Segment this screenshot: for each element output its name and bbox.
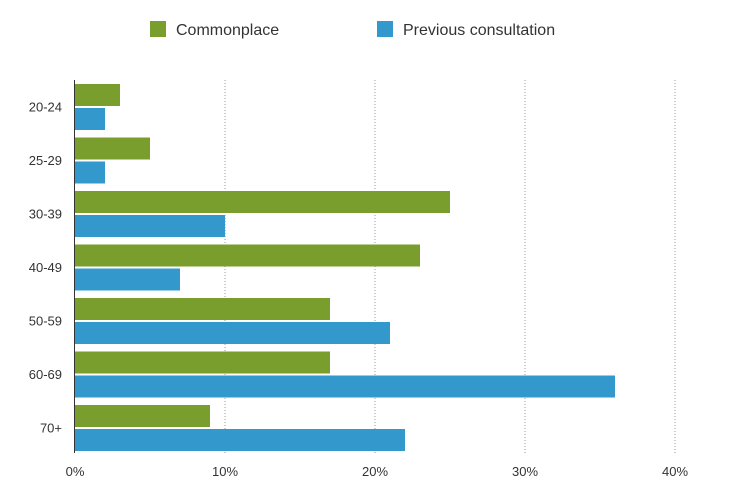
x-tick-label: 40%: [662, 464, 688, 479]
bar-commonplace-25-29: [75, 137, 150, 160]
x-tick-label: 20%: [362, 464, 388, 479]
x-tick-label: 10%: [212, 464, 238, 479]
bar-commonplace-50-59: [75, 298, 330, 320]
x-axis-tick-labels: 0% 10% 20% 30% 40%: [66, 464, 689, 479]
bar-commonplace-30-39: [75, 191, 450, 213]
legend-swatch-previous-consultation: [377, 21, 393, 37]
category-label: 20-24: [29, 100, 62, 115]
category-labels: 20-24 25-29 30-39 40-49 50-59 60-69 70+: [29, 100, 62, 436]
category-label: 50-59: [29, 314, 62, 329]
x-tick-label: 30%: [512, 464, 538, 479]
bar-previous-consultation-70+: [75, 429, 405, 451]
bar-previous-consultation-40-49: [75, 268, 180, 291]
legend-swatch-commonplace: [150, 21, 166, 37]
bar-previous-consultation-50-59: [75, 322, 390, 344]
bar-previous-consultation-20-24: [75, 108, 105, 130]
bar-previous-consultation-60-69: [75, 375, 615, 398]
bar-previous-consultation-25-29: [75, 161, 105, 184]
category-label: 25-29: [29, 153, 62, 168]
category-label: 30-39: [29, 207, 62, 222]
bars: [75, 84, 615, 451]
legend-label-commonplace: Commonplace: [176, 22, 279, 39]
category-label: 70+: [40, 421, 62, 436]
bar-commonplace-60-69: [75, 351, 330, 374]
x-tick-label: 0%: [66, 464, 85, 479]
category-label: 60-69: [29, 367, 62, 382]
bar-commonplace-40-49: [75, 244, 420, 267]
legend-label-previous-consultation: Previous consultation: [403, 22, 555, 39]
bar-commonplace-20-24: [75, 84, 120, 106]
category-label: 40-49: [29, 260, 62, 275]
bar-commonplace-70+: [75, 405, 210, 427]
legend: Commonplace Previous consultation: [150, 21, 555, 39]
bar-previous-consultation-30-39: [75, 215, 225, 237]
